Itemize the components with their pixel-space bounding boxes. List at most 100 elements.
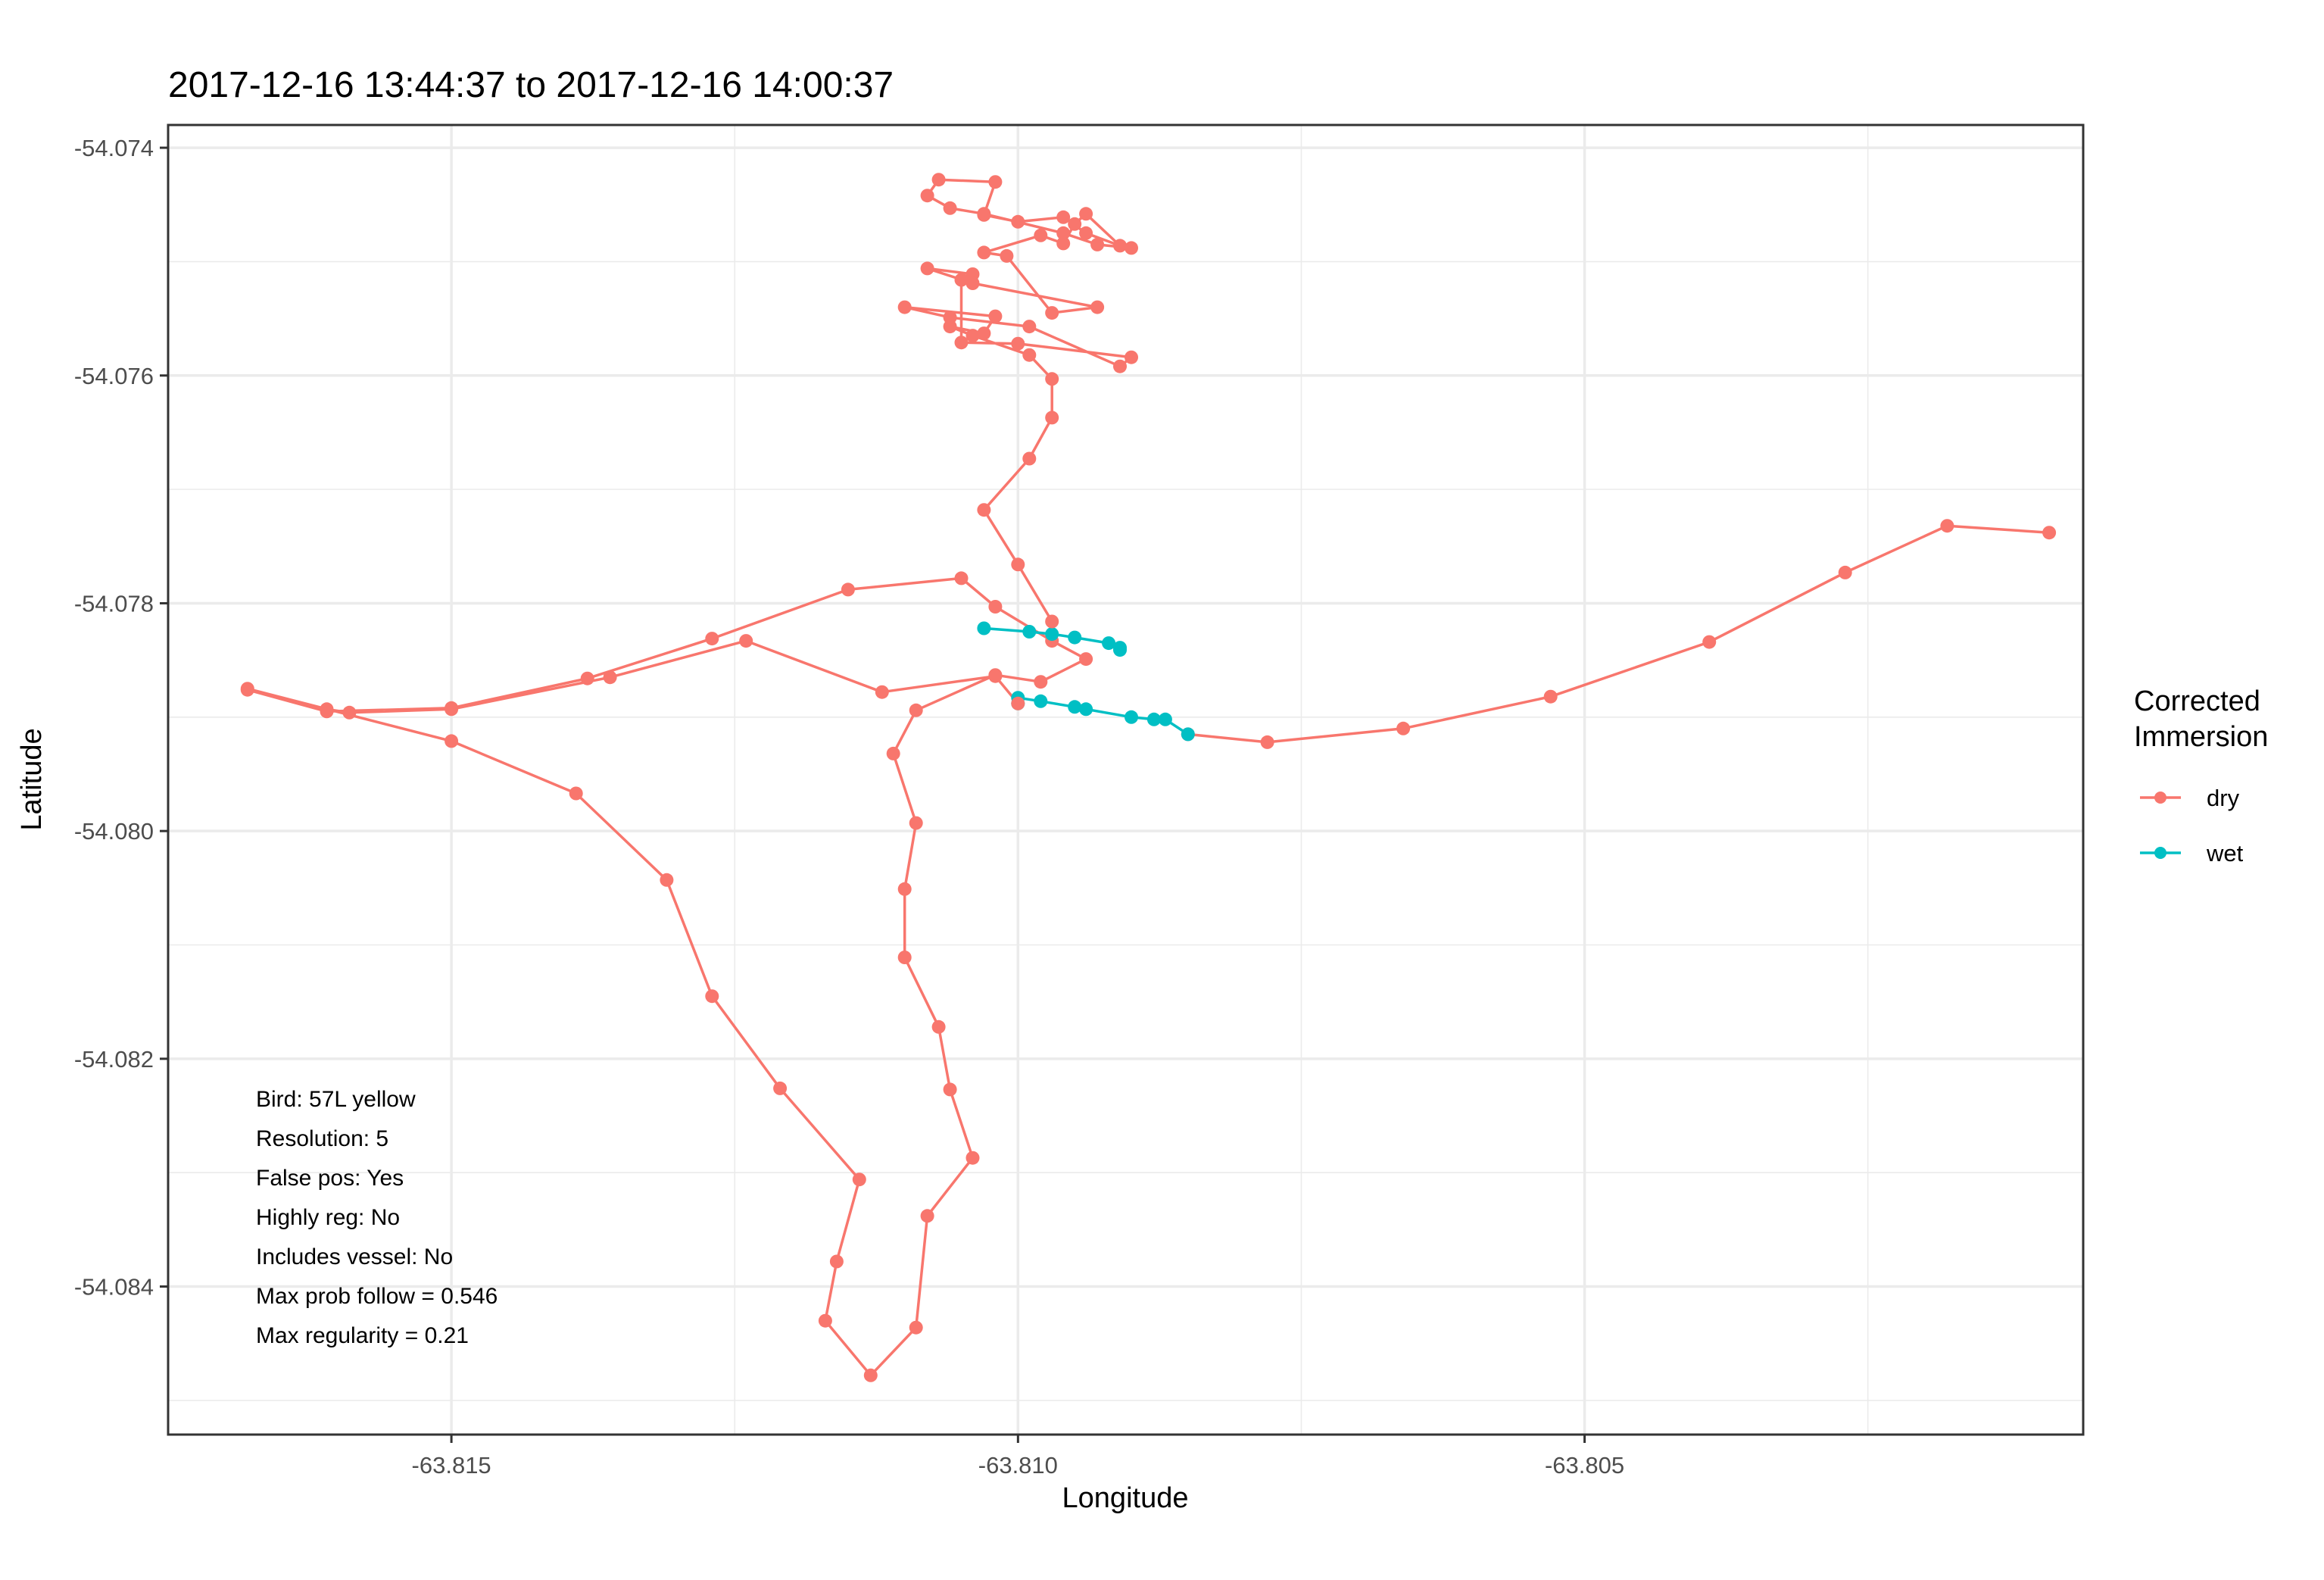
track-point-dry bbox=[1056, 226, 1071, 240]
x-axis: -63.815 -63.810 -63.805 bbox=[412, 1435, 1624, 1479]
track-point-dry bbox=[965, 1151, 980, 1165]
legend-key-dry-point bbox=[2154, 792, 2166, 804]
annotation-line: False pos: Yes bbox=[256, 1166, 404, 1191]
track-point-dry bbox=[897, 951, 912, 964]
track-point-dry bbox=[909, 816, 923, 830]
track-point-dry bbox=[1260, 735, 1274, 749]
track-point-dry bbox=[886, 746, 900, 760]
track-point-dry bbox=[920, 261, 934, 276]
legend-entry-dry: dry bbox=[2140, 785, 2240, 811]
track-point-dry bbox=[1045, 372, 1059, 386]
plot-lines bbox=[246, 178, 2051, 1377]
track-point-wet bbox=[1045, 627, 1059, 642]
plot-points bbox=[240, 173, 2057, 1382]
track-point-dry bbox=[705, 632, 719, 646]
track-point-wet bbox=[1146, 712, 1161, 726]
track-point-dry bbox=[841, 582, 855, 597]
track-point-dry bbox=[977, 207, 991, 221]
track-point-dry bbox=[863, 1368, 878, 1382]
track-point-dry bbox=[1045, 614, 1059, 629]
track-point-dry bbox=[1125, 350, 1138, 364]
track-point-dry bbox=[1543, 689, 1558, 704]
plot-border bbox=[167, 123, 2085, 1436]
y-tick-label: -54.082 bbox=[74, 1046, 154, 1073]
track-point-dry bbox=[988, 175, 1003, 189]
track-line-dry bbox=[1187, 524, 2051, 744]
legend-title-line-1: Corrected bbox=[2134, 685, 2260, 717]
track-point-dry bbox=[705, 989, 719, 1004]
track-point-dry bbox=[988, 309, 1003, 323]
annotation-line: Max prob follow = 0.546 bbox=[256, 1284, 498, 1309]
track-point-dry bbox=[1396, 721, 1411, 735]
track-point-dry bbox=[1068, 217, 1082, 231]
x-tick-label: -63.815 bbox=[412, 1452, 491, 1479]
track-point-dry bbox=[988, 668, 1003, 682]
track-point-dry bbox=[920, 189, 934, 203]
track-point-dry bbox=[875, 685, 889, 699]
track-point-wet bbox=[1158, 712, 1172, 726]
track-point-dry bbox=[1940, 519, 1954, 533]
legend-label-dry: dry bbox=[2207, 785, 2240, 811]
track-point-dry bbox=[988, 600, 1003, 614]
track-point-dry bbox=[1045, 411, 1059, 425]
track-point-dry bbox=[1034, 228, 1048, 242]
legend-entry-wet: wet bbox=[2140, 840, 2244, 867]
track-point-dry bbox=[931, 173, 946, 187]
legend-title-line-2: Immersion bbox=[2134, 721, 2268, 753]
track-point-dry bbox=[977, 245, 991, 260]
track-point-dry bbox=[829, 1254, 844, 1269]
chart-title: 2017-12-16 13:44:37 to 2017-12-16 14:00:… bbox=[168, 65, 894, 105]
track-point-dry bbox=[897, 300, 912, 314]
track-point-dry bbox=[954, 273, 969, 287]
legend: Corrected Immersion dry wet bbox=[2134, 685, 2268, 867]
track-point-dry bbox=[943, 311, 957, 325]
y-tick-label: -54.080 bbox=[74, 818, 154, 845]
track-point-dry bbox=[909, 703, 923, 717]
track-point-dry bbox=[1022, 348, 1037, 362]
track-point-dry bbox=[920, 1209, 934, 1223]
x-axis-title: Longitude bbox=[1062, 1482, 1189, 1514]
track-point-wet bbox=[1125, 710, 1138, 724]
legend-key-wet-point bbox=[2154, 847, 2166, 859]
track-point-dry bbox=[773, 1081, 788, 1095]
annotation-line: Max regularity = 0.21 bbox=[256, 1323, 469, 1348]
track-point-dry bbox=[965, 329, 980, 343]
track-point-wet bbox=[1113, 643, 1127, 657]
track-point-dry bbox=[1090, 237, 1105, 251]
annotation-line: Highly reg: No bbox=[256, 1205, 400, 1230]
track-point-dry bbox=[1113, 239, 1127, 253]
track-point-wet bbox=[1068, 630, 1082, 645]
y-tick-label: -54.074 bbox=[74, 135, 154, 161]
track-point-dry bbox=[342, 705, 357, 720]
track-point-dry bbox=[1079, 207, 1093, 221]
track-point-wet bbox=[977, 621, 991, 635]
track-point-dry bbox=[240, 682, 254, 697]
track-point-dry bbox=[1011, 696, 1025, 710]
annotation-line: Bird: 57L yellow bbox=[256, 1087, 416, 1112]
track-point-wet bbox=[1068, 700, 1082, 714]
annotation-line: Includes vessel: No bbox=[256, 1244, 453, 1269]
track-point-dry bbox=[2042, 526, 2057, 540]
y-axis: -54.074 -54.076 -54.078 -54.080 -54.082 -54.0… bbox=[74, 135, 168, 1301]
track-point-dry bbox=[1113, 359, 1127, 373]
track-point-wet bbox=[1034, 694, 1048, 708]
track-point-dry bbox=[1056, 210, 1071, 224]
track-point-dry bbox=[1702, 635, 1717, 649]
track-point-dry bbox=[1011, 214, 1025, 229]
track-point-dry bbox=[1034, 675, 1048, 689]
track-point-wet bbox=[1102, 636, 1116, 651]
track-point-wet bbox=[1181, 727, 1195, 742]
track-point-dry bbox=[909, 1320, 923, 1335]
track-point-dry bbox=[1838, 565, 1852, 579]
track-point-dry bbox=[943, 1082, 957, 1097]
track-point-dry bbox=[1056, 236, 1071, 251]
track-point-dry bbox=[1090, 300, 1105, 314]
track-point-dry bbox=[603, 670, 617, 685]
track-point-wet bbox=[1022, 625, 1037, 639]
track-point-dry bbox=[852, 1173, 866, 1187]
track-point-dry bbox=[954, 336, 969, 350]
track-point-dry bbox=[965, 276, 980, 290]
grid bbox=[167, 125, 2083, 1435]
track-point-dry bbox=[1022, 320, 1037, 334]
x-tick-label: -63.805 bbox=[1545, 1452, 1624, 1479]
